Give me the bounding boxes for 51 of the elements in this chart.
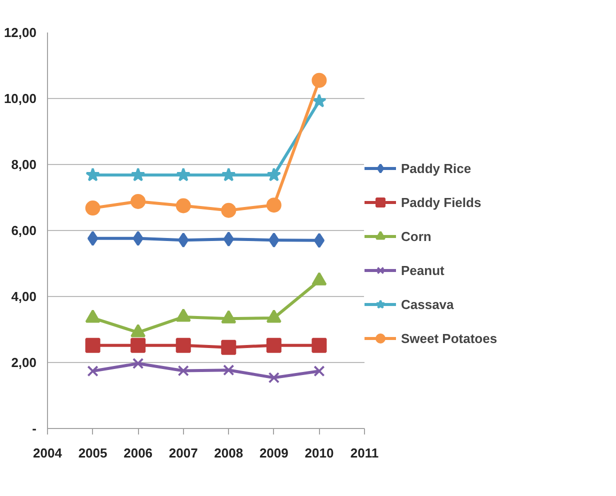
legend-label: Corn — [401, 228, 432, 244]
point — [266, 198, 282, 213]
x-tick-label: 2005 — [78, 446, 108, 460]
point — [178, 232, 189, 248]
x-tick-label: 2010 — [304, 446, 334, 460]
point — [85, 338, 100, 353]
point — [221, 168, 236, 182]
point — [221, 340, 236, 355]
point — [314, 365, 325, 377]
point — [130, 194, 146, 209]
point — [221, 202, 236, 218]
point — [314, 232, 325, 248]
y-tick-label: - — [32, 421, 37, 436]
x-tick-label: 2008 — [214, 446, 244, 460]
y-tick-label: 6,00 — [11, 223, 37, 238]
point — [132, 358, 144, 370]
legend-label: Peanut — [401, 262, 444, 278]
x-tick-label: 2007 — [168, 446, 198, 460]
point — [312, 72, 327, 88]
point — [176, 168, 191, 182]
point — [223, 364, 234, 376]
point — [130, 338, 146, 353]
point — [87, 365, 98, 377]
x-tick-label: 2009 — [259, 446, 288, 460]
point — [85, 200, 100, 216]
point — [266, 338, 282, 353]
point — [132, 230, 144, 246]
point — [268, 232, 280, 248]
point — [312, 94, 326, 108]
point — [178, 365, 189, 376]
y-tick-label: 4,00 — [11, 289, 37, 304]
y-tick-label: 8,00 — [11, 157, 37, 172]
legend-label: Cassava — [401, 296, 454, 312]
point — [130, 168, 146, 182]
point — [87, 230, 98, 246]
x-tick-label: 2011 — [350, 446, 379, 460]
point — [176, 338, 191, 353]
legend-label: Paddy Fields — [401, 194, 482, 210]
point — [176, 198, 191, 214]
y-tick-label: 2,00 — [11, 355, 37, 370]
y-tick-label: 12,00 — [4, 25, 37, 40]
x-tick-label: 2004 — [33, 446, 63, 460]
point — [86, 168, 100, 182]
y-tick-label: 10,00 — [4, 91, 37, 106]
point — [223, 232, 234, 247]
point — [312, 338, 327, 353]
point — [266, 168, 282, 182]
x-tick-label: 2006 — [124, 446, 153, 460]
legend-label: Sweet Potatoes — [401, 330, 498, 346]
legend-label: Paddy Rice — [401, 160, 472, 176]
point — [268, 372, 280, 384]
